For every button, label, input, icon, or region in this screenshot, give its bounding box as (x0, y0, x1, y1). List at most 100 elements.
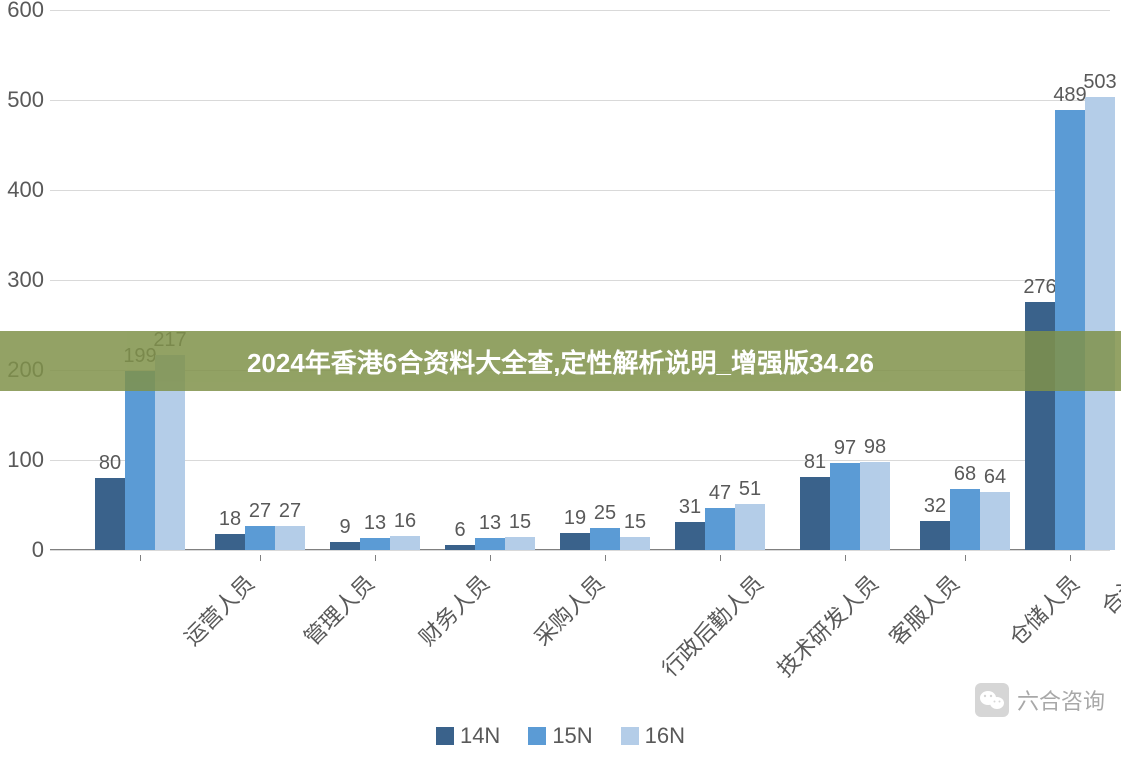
bar: 199 (125, 371, 155, 550)
legend-label-0: 14N (460, 723, 500, 749)
x-tick (720, 555, 721, 561)
bar-group: 314751 (675, 504, 765, 550)
overlay-text: 2024年香港6合资料大全查,定性解析说明_增强版34.26 (247, 343, 874, 380)
bar: 19 (560, 533, 590, 550)
bar: 9 (330, 542, 360, 550)
bar-value-label: 81 (804, 451, 826, 474)
bar-value-label: 27 (249, 500, 271, 523)
gridline (50, 10, 1110, 11)
bar-group: 819798 (800, 462, 890, 550)
bar: 97 (830, 463, 860, 550)
bar-group: 182727 (215, 526, 305, 550)
x-category-label: 管理人员 (296, 567, 381, 652)
bar-value-label: 98 (864, 436, 886, 459)
bar: 81 (800, 477, 830, 550)
bar: 25 (590, 528, 620, 551)
bar-group: 276489503 (1025, 97, 1115, 550)
y-tick-label: 300 (7, 267, 44, 293)
x-category-label: 财务人员 (411, 567, 496, 652)
bar-value-label: 51 (739, 478, 761, 501)
gridline (50, 550, 1110, 551)
bar: 32 (920, 521, 950, 550)
x-category-label: 运营人员 (176, 567, 261, 652)
legend-label-1: 15N (552, 723, 592, 749)
bar-value-label: 80 (99, 452, 121, 475)
bar-value-label: 13 (479, 512, 501, 535)
bar-value-label: 68 (954, 463, 976, 486)
x-category-label: 合计 (1093, 567, 1121, 621)
x-tick (375, 555, 376, 561)
bar: 16 (390, 536, 420, 550)
bar: 80 (95, 478, 125, 550)
y-tick-label: 100 (7, 447, 44, 473)
bar-value-label: 19 (564, 507, 586, 530)
x-category-label: 客服人员 (881, 567, 966, 652)
bar: 68 (950, 489, 980, 550)
bar-value-label: 27 (279, 500, 301, 523)
wechat-icon (975, 683, 1009, 717)
chart-container: 0100200300400500600 80199217182727913166… (0, 0, 1121, 757)
x-tick (845, 555, 846, 561)
y-axis: 0100200300400500600 (0, 10, 50, 550)
y-tick-label: 0 (32, 537, 44, 563)
bar-group: 61315 (445, 537, 535, 551)
x-category-label: 采购人员 (526, 567, 611, 652)
overlay-banner: 2024年香港6合资料大全查,定性解析说明_增强版34.26 (0, 331, 1121, 391)
legend-swatch-2 (621, 727, 639, 745)
watermark: 六合咨询 (975, 683, 1105, 717)
bar: 15 (505, 537, 535, 551)
bar-value-label: 15 (509, 511, 531, 534)
bar: 47 (705, 508, 735, 550)
bar: 15 (620, 537, 650, 551)
bar-value-label: 489 (1053, 84, 1086, 107)
bar-group: 326864 (920, 489, 1010, 550)
bar-value-label: 15 (624, 511, 646, 534)
x-category-label: 仓储人员 (1001, 567, 1086, 652)
x-tick (965, 555, 966, 561)
bar: 489 (1055, 110, 1085, 550)
bar-value-label: 25 (594, 502, 616, 525)
bar: 13 (475, 538, 505, 550)
legend: 14N 15N 16N (0, 723, 1121, 749)
legend-item-1: 15N (528, 723, 592, 749)
bar: 31 (675, 522, 705, 550)
x-category-label: 行政后勤人员 (654, 567, 770, 683)
gridline (50, 100, 1110, 101)
watermark-text: 六合咨询 (1017, 684, 1105, 716)
legend-swatch-0 (436, 727, 454, 745)
x-tick (605, 555, 606, 561)
bar-value-label: 31 (679, 496, 701, 519)
bar: 18 (215, 534, 245, 550)
bar: 51 (735, 504, 765, 550)
bar-value-label: 32 (924, 495, 946, 518)
x-tick (260, 555, 261, 561)
x-axis: 运营人员管理人员财务人员采购人员行政后勤人员技术研发人员客服人员仓储人员合计 (50, 555, 1110, 655)
bar-value-label: 6 (454, 519, 465, 542)
bar-value-label: 16 (394, 510, 416, 533)
y-tick-label: 600 (7, 0, 44, 23)
legend-label-2: 16N (645, 723, 685, 749)
bar-value-label: 47 (709, 482, 731, 505)
legend-item-0: 14N (436, 723, 500, 749)
bar: 503 (1085, 97, 1115, 550)
x-tick (140, 555, 141, 561)
y-tick-label: 500 (7, 87, 44, 113)
bar-value-label: 9 (339, 516, 350, 539)
legend-swatch-1 (528, 727, 546, 745)
bar-value-label: 97 (834, 437, 856, 460)
x-tick (490, 555, 491, 561)
bar-value-label: 64 (984, 466, 1006, 489)
bar-value-label: 276 (1023, 276, 1056, 299)
bar: 27 (245, 526, 275, 550)
gridline (50, 190, 1110, 191)
bar-value-label: 13 (364, 512, 386, 535)
x-tick (1070, 555, 1071, 561)
bar-group: 91316 (330, 536, 420, 550)
gridline (50, 280, 1110, 281)
bar: 6 (445, 545, 475, 550)
bar-value-label: 18 (219, 508, 241, 531)
x-category-label: 技术研发人员 (769, 567, 885, 683)
y-tick-label: 400 (7, 177, 44, 203)
bar: 27 (275, 526, 305, 550)
bar-group: 192515 (560, 528, 650, 551)
